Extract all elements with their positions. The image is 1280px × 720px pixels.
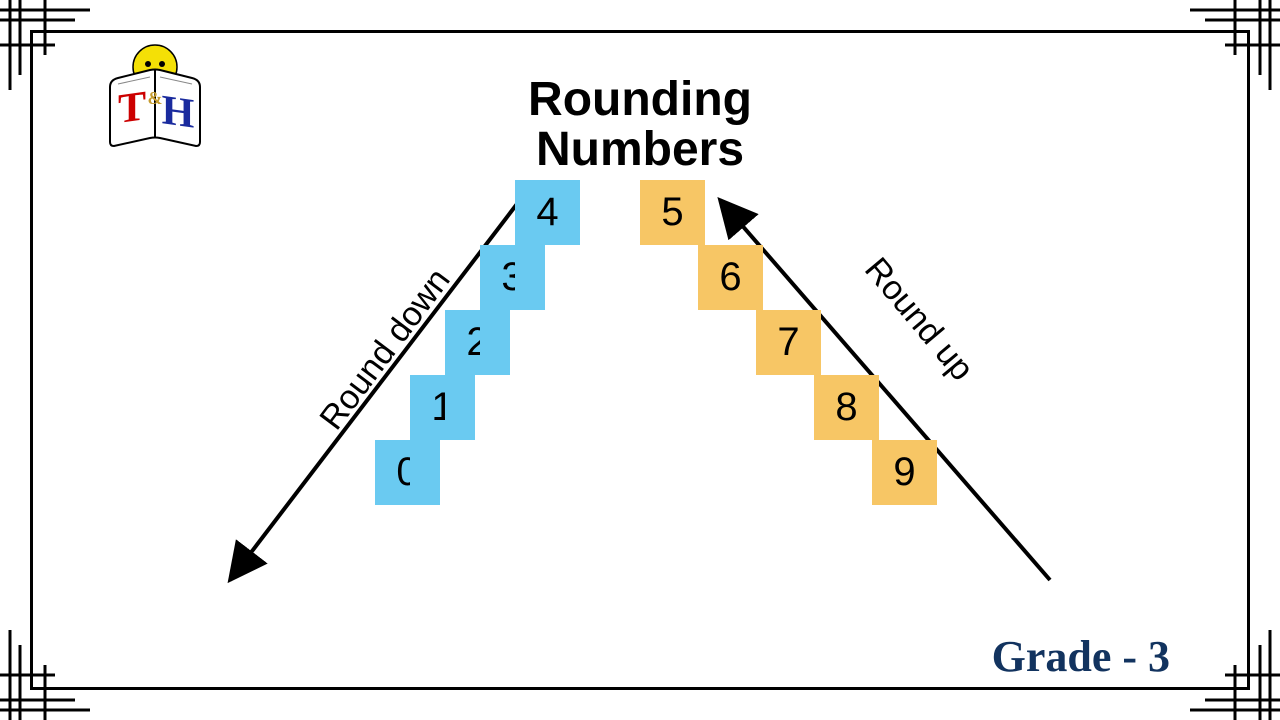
right-connector-3	[872, 375, 879, 440]
left-connector-0	[410, 440, 440, 505]
left-connector-1	[445, 375, 475, 440]
left-step-4: 4	[515, 180, 580, 245]
right-step-7: 7	[756, 310, 821, 375]
right-step-9: 9	[872, 440, 937, 505]
right-step-6: 6	[698, 245, 763, 310]
right-connector-0	[698, 180, 705, 245]
right-step-8: 8	[814, 375, 879, 440]
arrows-layer	[0, 0, 1280, 720]
left-connector-3	[515, 245, 545, 310]
right-connector-2	[814, 310, 821, 375]
right-step-5: 5	[640, 180, 705, 245]
grade-label: Grade - 3	[992, 631, 1170, 682]
right-connector-1	[756, 245, 763, 310]
left-connector-2	[480, 310, 510, 375]
